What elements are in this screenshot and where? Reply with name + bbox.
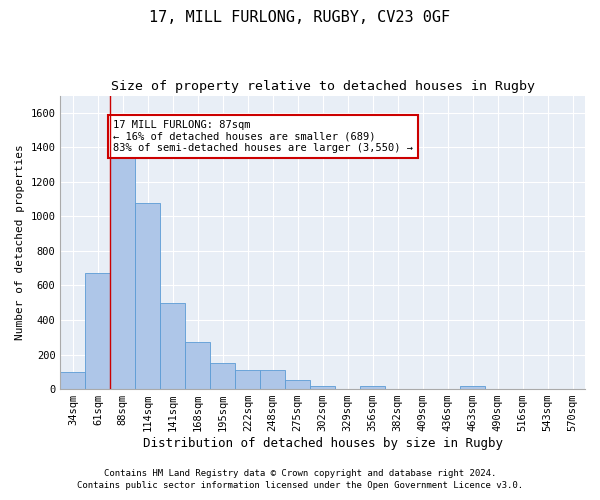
Bar (310, 386, 335, 389)
Y-axis label: Number of detached properties: Number of detached properties (15, 144, 25, 340)
Bar (260, 370, 285, 389)
Bar (360, 386, 385, 389)
Text: 17, MILL FURLONG, RUGBY, CV23 0GF: 17, MILL FURLONG, RUGBY, CV23 0GF (149, 10, 451, 25)
Title: Size of property relative to detached houses in Rugby: Size of property relative to detached ho… (111, 80, 535, 93)
Bar (136, 204, 160, 389)
Bar (85, 272, 110, 389)
Bar (460, 386, 485, 389)
Bar (160, 303, 185, 389)
Bar (235, 370, 260, 389)
Bar (210, 363, 235, 389)
X-axis label: Distribution of detached houses by size in Rugby: Distribution of detached houses by size … (143, 437, 503, 450)
Bar (61, 372, 85, 389)
Bar (185, 342, 210, 389)
Text: 17 MILL FURLONG: 87sqm
← 16% of detached houses are smaller (689)
83% of semi-de: 17 MILL FURLONG: 87sqm ← 16% of detached… (113, 120, 413, 153)
Text: Contains HM Land Registry data © Crown copyright and database right 2024.
Contai: Contains HM Land Registry data © Crown c… (77, 468, 523, 490)
Bar (285, 380, 310, 389)
Bar (110, 156, 136, 389)
